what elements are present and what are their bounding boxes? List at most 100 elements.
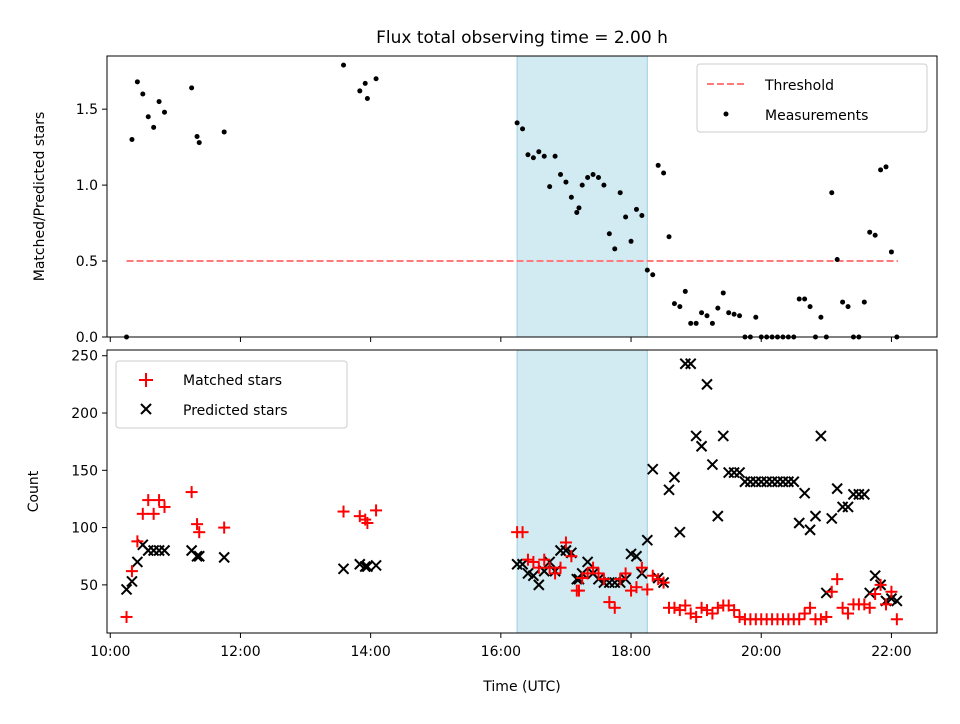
predicted-point-stroke	[701, 378, 713, 391]
matched-point	[820, 610, 833, 623]
measurement-point	[590, 171, 596, 177]
predicted-point-stroke	[706, 458, 719, 471]
matched-point	[614, 573, 627, 586]
predicted-point-stroke	[647, 463, 659, 475]
legend-predicted-swatch	[140, 403, 152, 415]
matched-point	[641, 583, 654, 596]
matched-point	[361, 517, 374, 530]
measurement-point	[872, 232, 878, 238]
predicted-point	[370, 559, 382, 572]
predicted-point-stroke	[717, 430, 729, 442]
predicted-point-stroke	[891, 595, 903, 607]
matched-point	[831, 573, 844, 586]
count-legend-box	[115, 360, 348, 429]
predicted-point-stroke	[191, 550, 203, 562]
matched-point	[814, 613, 827, 626]
predicted-point	[359, 560, 371, 573]
predicted-point-stroke	[522, 567, 534, 580]
matched-point	[733, 610, 746, 623]
measurement-point	[194, 134, 200, 140]
predicted-point	[858, 488, 871, 501]
measurement-point	[693, 320, 699, 326]
measurement-point	[715, 305, 721, 311]
count-x-tick-label: 16:00	[481, 644, 521, 660]
measurement-point	[845, 304, 851, 310]
matched-point	[804, 601, 817, 614]
predicted-point-stroke	[869, 570, 881, 582]
measurement-point	[704, 313, 710, 319]
matched-point	[549, 567, 562, 580]
measurement-point	[129, 137, 135, 143]
matched-point	[191, 518, 204, 531]
predicted-point-stroke	[641, 534, 654, 546]
matched-point	[521, 553, 534, 566]
measurement-point	[525, 152, 531, 158]
predicted-point	[527, 570, 540, 582]
legend-matched-label: Matched stars	[183, 373, 282, 389]
x-axis-label: Time (UTC)	[482, 679, 560, 695]
measurement-point	[189, 85, 195, 91]
predicted-point-stroke	[831, 482, 843, 495]
measurement-point	[530, 155, 536, 161]
matched-point	[635, 561, 648, 574]
count-y-tick-label: 250	[71, 349, 98, 365]
matched-point	[695, 601, 708, 614]
matched-point	[706, 607, 719, 620]
predicted-point-stroke	[359, 560, 371, 573]
count-x-tick-label: 12:00	[220, 644, 260, 660]
matched-point	[592, 567, 605, 580]
ratio-panel-frame	[106, 55, 938, 338]
matched-point	[125, 565, 138, 578]
predicted-point	[815, 430, 827, 442]
measurement-point	[840, 299, 846, 305]
matched-point	[218, 521, 231, 534]
predicted-point-stroke	[733, 466, 746, 479]
predicted-point-stroke	[185, 544, 198, 557]
predicted-point	[647, 463, 659, 475]
predicted-point-stroke	[533, 579, 545, 591]
matched-point	[603, 596, 616, 609]
predicted-point-stroke	[137, 539, 149, 551]
matched-point	[131, 535, 144, 548]
predicted-point	[158, 544, 171, 557]
predicted-point	[131, 556, 144, 568]
predicted-point	[516, 558, 529, 570]
matched-point	[679, 599, 692, 612]
measurement-point	[145, 114, 151, 120]
measurement-point	[661, 170, 667, 176]
count-y-tick-label: 50	[80, 578, 98, 594]
ratio-y-tick-label: 1.0	[76, 178, 98, 194]
measurement-point	[134, 79, 140, 85]
measurement-point	[753, 314, 759, 320]
measurement-point	[568, 194, 574, 200]
predicted-point	[809, 510, 822, 522]
measurement-point	[682, 288, 688, 294]
predicted-point-stroke	[885, 592, 898, 605]
predicted-point	[337, 563, 350, 575]
predicted-point	[191, 550, 203, 562]
measurement-point	[720, 290, 726, 296]
measurement-point	[140, 91, 146, 97]
ratio-x-ticks	[109, 337, 892, 342]
predicted-point	[891, 595, 903, 607]
predicted-point	[193, 550, 205, 562]
measurement-point	[196, 140, 202, 146]
predicted-point	[717, 430, 729, 442]
predicted-point-stroke	[625, 548, 637, 560]
measurement-point	[807, 304, 813, 310]
measurement-point	[639, 212, 645, 218]
predicted-point	[674, 526, 686, 538]
predicted-point-stroke	[815, 430, 827, 442]
predicted-point-stroke	[370, 559, 382, 572]
predicted-point-stroke	[820, 587, 833, 599]
measurement-point	[612, 246, 618, 252]
matched-point	[836, 601, 849, 614]
matched-point	[880, 598, 893, 611]
measurement-point	[802, 296, 808, 302]
predicted-point	[701, 378, 713, 391]
measurement-point	[606, 231, 612, 237]
predicted-point	[820, 587, 833, 599]
predicted-point	[218, 551, 230, 564]
ratio-panel: 0.0 0.5 1.0 1.5 Flux total observing time =…	[32, 28, 938, 346]
measurement-point	[576, 205, 582, 211]
